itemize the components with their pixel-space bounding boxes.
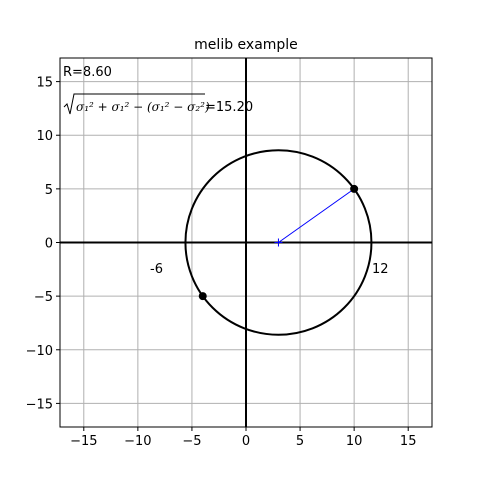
- y-tick-label: 0: [45, 237, 53, 252]
- y-tick-label: 5: [45, 183, 53, 198]
- stress-expression: σ₁² + σ₁² − (σ₁² − σ₂²) =15.20: [63, 93, 253, 115]
- radius-line: [278, 188, 355, 243]
- stress-expression-value: =15.20: [205, 100, 253, 115]
- mohr-circle-outline: [184, 149, 373, 336]
- x-tick-label: 0: [242, 434, 250, 449]
- sqrt-sign: [63, 93, 205, 115]
- chart-title: melib example: [194, 37, 298, 53]
- x-tick-label: −10: [124, 434, 151, 449]
- y-tick-label: −5: [34, 290, 53, 305]
- plot-frame: [59, 57, 433, 428]
- x-tick-label: 15: [400, 434, 417, 449]
- stress-point: [198, 292, 207, 301]
- y-tick-label: −15: [26, 397, 53, 412]
- zero-axes: [60, 58, 432, 427]
- x-tick-label: −15: [70, 434, 97, 449]
- left-intercept-label: -6: [150, 262, 163, 277]
- y-tick-label: 10: [36, 129, 53, 144]
- radius-annotation: R=8.60: [63, 65, 112, 80]
- y-tick-label: −10: [26, 344, 53, 359]
- x-tick-label: 10: [346, 434, 363, 449]
- y-tick-label: 15: [36, 76, 53, 91]
- stress-point: [350, 184, 359, 193]
- x-tick-label: 5: [296, 434, 304, 449]
- stress-formula: σ₁² + σ₁² − (σ₁² − σ₂²): [76, 100, 210, 114]
- tick-labels: −15 −10 −5 0 5 10 15 −15 −10 −5 0 5 10 15: [26, 76, 417, 449]
- right-intercept-label: 12: [372, 262, 389, 277]
- mohr-circle: [184, 149, 373, 336]
- chart-marks: [198, 184, 359, 301]
- x-tick-label: −5: [182, 434, 201, 449]
